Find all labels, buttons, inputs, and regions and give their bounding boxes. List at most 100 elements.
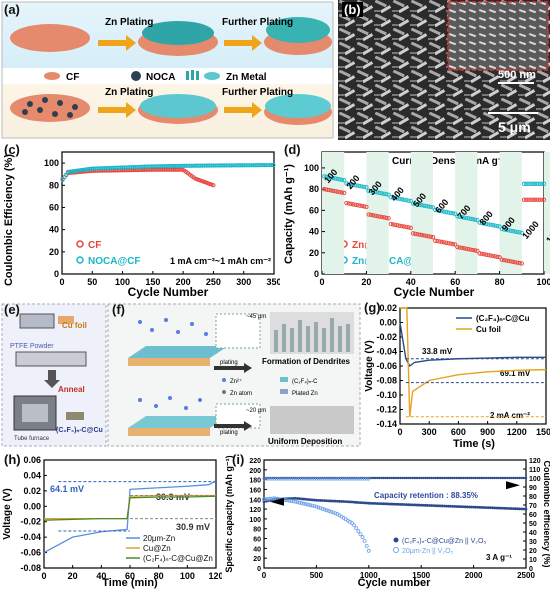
rate-label: 100 [544, 227, 550, 245]
capacity-point [285, 498, 289, 503]
capacity-point [304, 497, 308, 501]
data-point [524, 181, 529, 186]
ce-point [522, 476, 526, 480]
data-point [439, 239, 445, 245]
legend-zn-noca-cf: Zn@NOCA@CF [352, 256, 427, 267]
y2-tick-label: 100 [529, 476, 541, 483]
capacity-point [329, 509, 333, 514]
ce-point [520, 476, 524, 480]
data-point [404, 224, 409, 230]
capacity-point [327, 499, 331, 503]
y-axis-label: Voltage (V) [2, 488, 13, 539]
legend-c2f4-cell: (C₂F₄)ₙ-C@Cu@Zn || V₂O₅ [402, 538, 486, 545]
data-point [344, 181, 349, 186]
data-point [488, 253, 493, 258]
capacity-point [342, 500, 346, 503]
y-tick-label: 40 [253, 546, 261, 553]
data-point [473, 248, 478, 253]
data-point [333, 189, 338, 194]
data-point [439, 209, 445, 214]
x-tick-label: 60 [450, 277, 460, 287]
capacity-point [291, 499, 296, 504]
y-tick-label: 0.04 [23, 470, 41, 480]
data-point [326, 175, 331, 180]
x-tick-label: 1500 [536, 427, 550, 437]
capacity-point [294, 496, 297, 500]
data-point [490, 253, 496, 259]
y2-tick-label: 50 [529, 521, 537, 528]
capacity-point [495, 506, 499, 510]
data-point [426, 234, 431, 239]
data-point [541, 181, 547, 186]
y-tick-label: 140 [249, 497, 261, 504]
data-point [335, 176, 340, 182]
data-point [333, 176, 338, 181]
data-point [368, 212, 373, 218]
product-icon [66, 412, 84, 420]
data-point [359, 184, 365, 189]
data-point [401, 197, 407, 202]
data-point [337, 189, 342, 195]
capacity-point [384, 502, 387, 506]
rate-label: 200 [344, 173, 361, 191]
x-tick-label: 1500 [412, 571, 430, 580]
capacity-point [407, 503, 411, 507]
ce-point [451, 476, 454, 480]
legend-noca: NOCA [146, 72, 175, 83]
data-point [426, 204, 431, 209]
capacity-point [312, 498, 316, 502]
x-tick-label: 50 [87, 277, 97, 287]
cu-foil-label: Cu foil [62, 321, 87, 330]
data-point [510, 259, 516, 264]
data-point [421, 203, 427, 208]
data-point [446, 241, 451, 246]
capacity-point [512, 507, 515, 511]
data-point [508, 228, 513, 233]
data-point [512, 260, 518, 265]
y-tick-label: -0.06 [20, 548, 41, 558]
y-tick-label: 20 [309, 248, 319, 258]
capacity-point [317, 498, 320, 502]
ce-point [373, 476, 377, 480]
ce-point [484, 476, 488, 480]
data-point [419, 203, 425, 208]
capacity-point [310, 503, 315, 508]
data-point [466, 247, 471, 252]
ce-point [426, 476, 429, 480]
data-point [477, 220, 482, 225]
data-point [390, 195, 396, 200]
capacity-point [361, 501, 364, 505]
step-label: Further Plating [222, 87, 293, 98]
panel-label: (e) [4, 302, 20, 317]
y-tick-label: 40 [309, 227, 319, 237]
ce-point [482, 476, 486, 480]
data-point [444, 240, 449, 245]
capacity-point [403, 503, 406, 506]
ce-point [493, 476, 496, 480]
ce-point [417, 476, 421, 480]
y2-tick-label: 20 [529, 548, 537, 555]
data-point [512, 229, 518, 234]
capacity-point [493, 506, 496, 510]
data-point [417, 232, 422, 237]
capacity-point [333, 511, 338, 516]
capacity-point [476, 505, 480, 509]
data-point [539, 197, 544, 202]
data-point [379, 214, 385, 220]
noca-legend-icon [131, 71, 141, 81]
uniform-label: Uniform Deposition [268, 437, 342, 446]
capacity-point [474, 505, 478, 509]
capacity-point [451, 504, 455, 508]
data-point [330, 188, 336, 193]
ce-point [392, 476, 396, 480]
capacity-point [352, 500, 356, 504]
y-tick-label: 100 [304, 163, 319, 173]
data-point [322, 186, 327, 192]
ce-point [468, 476, 471, 480]
capacity-point [356, 529, 361, 534]
ce-point [518, 476, 521, 480]
capacity-point [432, 504, 436, 508]
ce-point [386, 476, 389, 480]
right-axis-arrow-icon [506, 481, 520, 490]
y-tick-label: 80 [253, 527, 261, 534]
